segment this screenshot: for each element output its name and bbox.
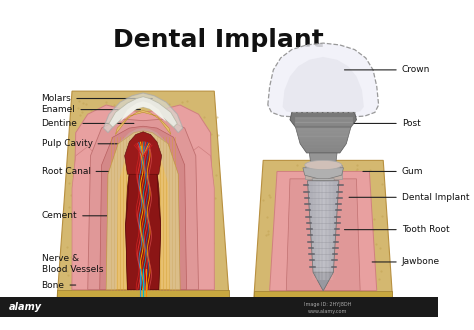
Text: Bone: Bone — [42, 280, 76, 289]
Polygon shape — [308, 181, 339, 291]
Text: Gum: Gum — [363, 167, 423, 176]
Text: Pulp Cavity: Pulp Cavity — [42, 139, 140, 148]
Bar — [254, 291, 392, 297]
Polygon shape — [120, 101, 166, 121]
Text: www.alamy.com: www.alamy.com — [308, 309, 347, 314]
Text: Root Canal: Root Canal — [42, 167, 131, 176]
Polygon shape — [109, 97, 177, 127]
Text: Jawbone: Jawbone — [372, 257, 440, 266]
Text: Dental Implant: Dental Implant — [349, 193, 469, 202]
Text: Crown: Crown — [345, 65, 430, 74]
Polygon shape — [116, 111, 171, 135]
Text: Tooth Root: Tooth Root — [345, 225, 449, 234]
Text: alamy: alamy — [9, 302, 42, 312]
Polygon shape — [126, 133, 161, 290]
Text: Nerve &
Blood Vessels: Nerve & Blood Vessels — [42, 254, 127, 274]
Polygon shape — [303, 168, 344, 179]
Text: Image ID: 2HYJ8DH: Image ID: 2HYJ8DH — [304, 302, 352, 307]
Text: Cement: Cement — [42, 211, 113, 220]
Polygon shape — [313, 272, 333, 291]
Polygon shape — [88, 119, 199, 290]
Polygon shape — [72, 147, 100, 290]
Text: Enamel: Enamel — [42, 105, 140, 114]
Polygon shape — [270, 172, 377, 291]
Polygon shape — [286, 179, 360, 291]
Polygon shape — [295, 127, 351, 153]
Polygon shape — [183, 147, 214, 290]
Polygon shape — [106, 131, 180, 290]
Polygon shape — [72, 105, 214, 290]
Polygon shape — [103, 93, 183, 133]
Polygon shape — [57, 91, 229, 297]
Bar — [57, 290, 229, 297]
Bar — [305, 165, 342, 179]
Text: Post: Post — [345, 119, 420, 128]
Polygon shape — [290, 112, 356, 127]
Polygon shape — [268, 43, 379, 119]
Polygon shape — [310, 153, 337, 172]
Bar — [0, 297, 438, 317]
Ellipse shape — [305, 160, 342, 170]
Text: Dental Implant: Dental Implant — [113, 28, 324, 52]
Polygon shape — [100, 126, 187, 290]
Polygon shape — [283, 57, 364, 115]
Text: Dentine: Dentine — [42, 119, 134, 128]
Polygon shape — [125, 132, 162, 174]
Polygon shape — [312, 179, 334, 195]
Polygon shape — [106, 128, 180, 290]
Polygon shape — [254, 160, 392, 297]
Polygon shape — [126, 133, 161, 290]
Text: Molars: Molars — [42, 94, 152, 103]
